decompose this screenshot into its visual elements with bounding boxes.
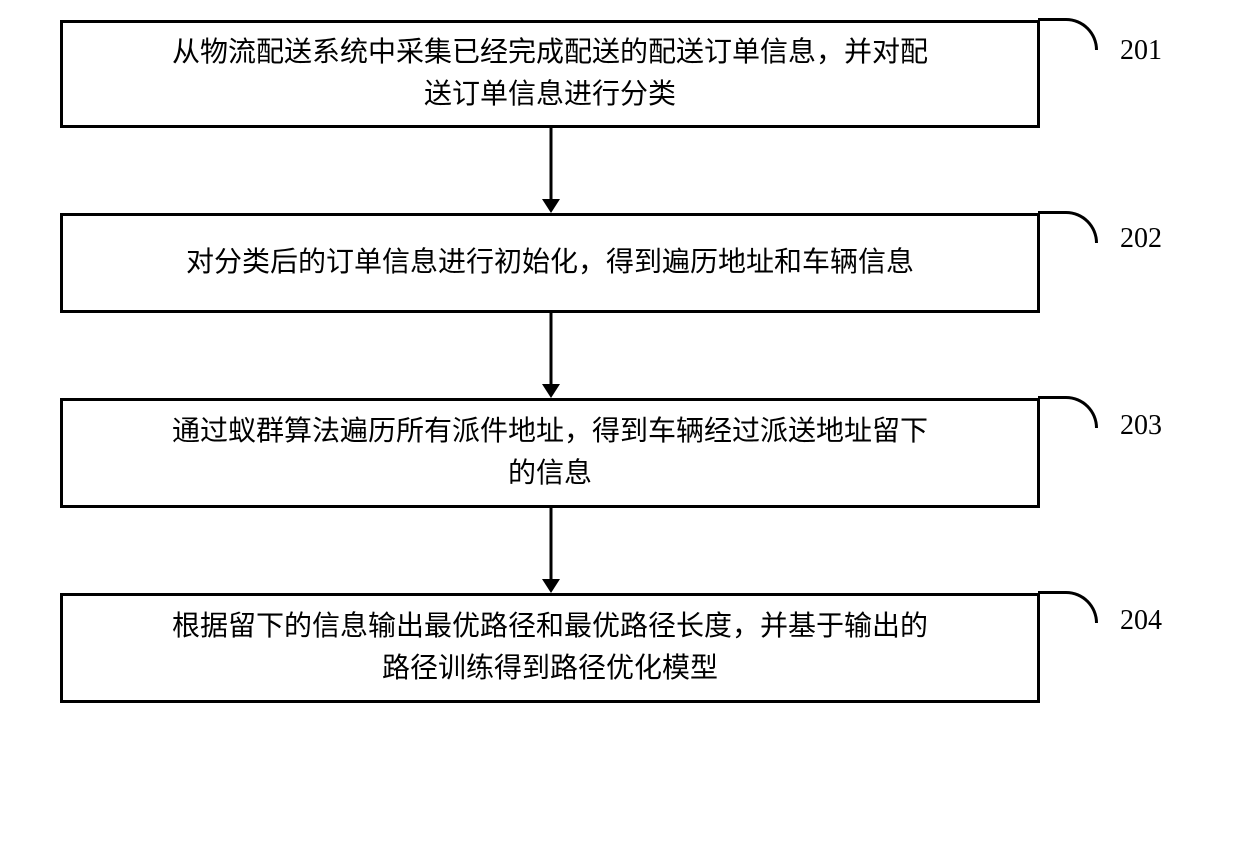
step-text-201: 从物流配送系统中采集已经完成配送的配送订单信息，并对配 送订单信息进行分类 (172, 32, 928, 116)
arrow-202 (550, 313, 552, 398)
label-connector-202 (1038, 211, 1098, 243)
step-text-202: 对分类后的订单信息进行初始化，得到遍历地址和车辆信息 (186, 242, 914, 284)
arrow-head-icon (542, 384, 560, 398)
step-box-202: 对分类后的订单信息进行初始化，得到遍历地址和车辆信息 (60, 213, 1040, 313)
step-label-202: 202 (1120, 223, 1162, 255)
arrow-line-icon (550, 313, 553, 386)
arrow-line-icon (550, 128, 553, 201)
arrow-line-icon (550, 508, 553, 581)
step-box-203: 通过蚁群算法遍历所有派件地址，得到车辆经过派送地址留下 的信息 (60, 398, 1040, 508)
step-label-204: 204 (1120, 605, 1162, 637)
arrow-203 (550, 508, 552, 593)
label-connector-201 (1038, 18, 1098, 50)
label-connector-203 (1038, 396, 1098, 428)
step-text-203: 通过蚁群算法遍历所有派件地址，得到车辆经过派送地址留下 的信息 (172, 411, 928, 495)
step-label-201: 201 (1120, 35, 1162, 67)
arrow-201 (550, 128, 552, 213)
step-text-204: 根据留下的信息输出最优路径和最优路径长度，并基于输出的 路径训练得到路径优化模型 (172, 606, 928, 690)
step-box-201: 从物流配送系统中采集已经完成配送的配送订单信息，并对配 送订单信息进行分类 (60, 20, 1040, 128)
step-label-203: 203 (1120, 410, 1162, 442)
arrow-head-icon (542, 579, 560, 593)
label-connector-204 (1038, 591, 1098, 623)
step-box-204: 根据留下的信息输出最优路径和最优路径长度，并基于输出的 路径训练得到路径优化模型 (60, 593, 1040, 703)
arrow-head-icon (542, 199, 560, 213)
